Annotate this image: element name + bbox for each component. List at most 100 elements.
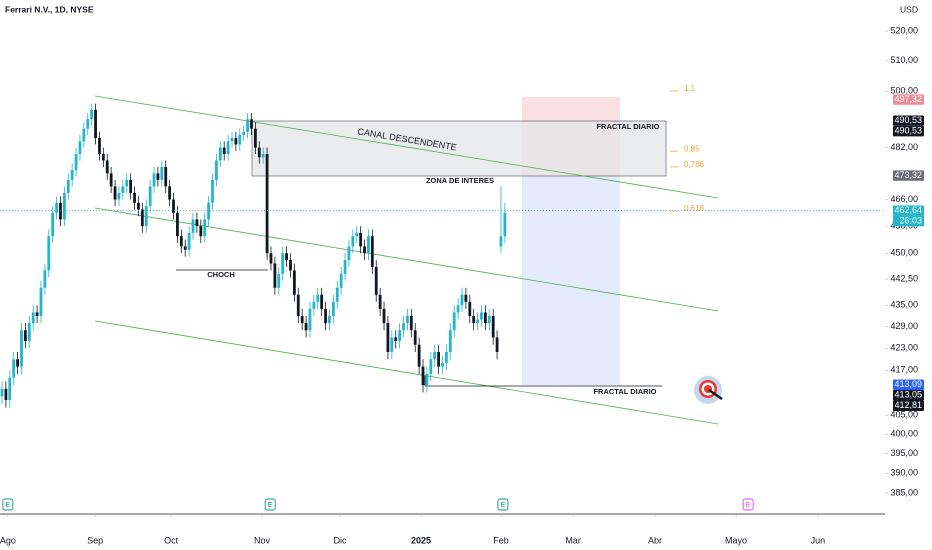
candle-body	[27, 323, 31, 342]
candle-body	[480, 312, 483, 320]
candle-body	[374, 266, 378, 295]
candle-body	[234, 138, 238, 145]
y-tick-label: 385,00	[890, 487, 918, 497]
candle-body	[398, 330, 402, 342]
candle-body	[164, 166, 168, 187]
candle-body	[129, 179, 133, 193]
price-label: 490,53	[894, 115, 922, 125]
y-tick-label: 395,00	[890, 448, 918, 458]
event-label: E	[746, 502, 751, 509]
candle-body	[452, 312, 456, 331]
candle-body	[125, 179, 129, 187]
y-tick-label: 510,00	[890, 55, 918, 65]
candle-body	[378, 294, 382, 309]
candle-body	[222, 147, 226, 155]
candle-body	[289, 260, 292, 271]
candle-body	[261, 154, 265, 158]
price-label: 497,32	[894, 94, 922, 104]
candle-body	[230, 138, 234, 142]
price-label-box	[893, 379, 924, 390]
candle-body	[370, 236, 374, 267]
channel-line	[94, 207, 719, 312]
candle-body	[281, 253, 285, 274]
candle-body	[351, 236, 355, 247]
candle-body	[117, 192, 121, 200]
candle-body	[62, 192, 66, 220]
price-label: 412,81	[894, 400, 922, 410]
x-tick-label: Dic	[333, 535, 346, 545]
candle-body	[148, 186, 152, 207]
price-label: 473,32	[894, 170, 922, 180]
candle-body	[179, 236, 183, 247]
price-label-box	[893, 205, 924, 216]
candle-body	[269, 253, 273, 264]
candle-body	[16, 359, 19, 367]
candle-body	[187, 232, 191, 250]
candle-body	[402, 323, 405, 331]
candle-body	[101, 154, 105, 161]
candle-body	[82, 128, 86, 142]
candle-body	[31, 312, 35, 324]
candle-body	[328, 315, 331, 324]
candle-body	[23, 330, 27, 342]
x-tick-label: 2025	[411, 535, 431, 545]
y-tick-label: 520,00	[890, 25, 918, 35]
candle-body	[250, 119, 253, 129]
candle-body	[347, 246, 351, 261]
price-label: 413,09	[894, 379, 922, 389]
target-icon	[694, 376, 723, 404]
candle-body	[59, 202, 62, 220]
annotation: ZONA DE INTERES	[426, 176, 494, 185]
candle-body	[203, 219, 207, 237]
y-tick-label: 417,00	[890, 365, 918, 375]
y-tick-label: 429,00	[890, 321, 918, 331]
candle-body	[483, 312, 487, 324]
annotation: FRACTAL DIARIO	[596, 122, 659, 131]
candle-body	[464, 294, 468, 302]
candle-body	[495, 337, 499, 352]
candle-body	[456, 305, 460, 313]
fib-label: 0,85	[684, 144, 700, 153]
candle-body	[105, 160, 109, 174]
candle-body	[168, 186, 172, 200]
candle-body	[441, 362, 444, 367]
y-tick-label: 400,00	[890, 429, 918, 439]
y-tick-label: 435,00	[890, 300, 918, 310]
candle-body	[43, 270, 47, 288]
candle-body	[253, 128, 257, 148]
y-tick-label: 500,00	[890, 86, 918, 96]
candle-body	[429, 359, 433, 374]
currency: USD	[900, 4, 918, 14]
candle-body	[320, 294, 324, 309]
candle-body	[355, 232, 359, 237]
price-label: 413,05	[894, 390, 922, 400]
x-tick-label: Abr	[648, 535, 662, 545]
y-tick-label: 466,00	[890, 194, 918, 204]
candle-body	[476, 319, 479, 324]
x-tick-label: Ago	[0, 535, 16, 545]
candle-body	[390, 337, 394, 352]
x-tick-label: Mayo	[725, 535, 747, 545]
candle-body	[218, 147, 222, 161]
candle-body	[472, 315, 476, 324]
candle-body	[487, 315, 491, 324]
candle-body	[417, 344, 421, 367]
candle-body	[12, 359, 16, 378]
y-tick-label: 423,00	[890, 343, 918, 353]
candle-body	[359, 232, 363, 247]
candle-body	[265, 154, 269, 254]
candle-body	[176, 212, 179, 237]
channel-line	[94, 320, 719, 425]
countdown: 26:03	[899, 215, 922, 225]
candle-body	[503, 212, 507, 237]
candle-body	[51, 212, 55, 237]
y-tick-label: 450,00	[890, 248, 918, 258]
candles	[0, 103, 507, 408]
candle-body	[109, 173, 113, 187]
candle-body	[448, 330, 452, 352]
price-label: 490,53	[894, 126, 922, 136]
event-marker	[497, 498, 509, 511]
candle-body	[296, 294, 300, 316]
candle-body	[363, 246, 366, 254]
